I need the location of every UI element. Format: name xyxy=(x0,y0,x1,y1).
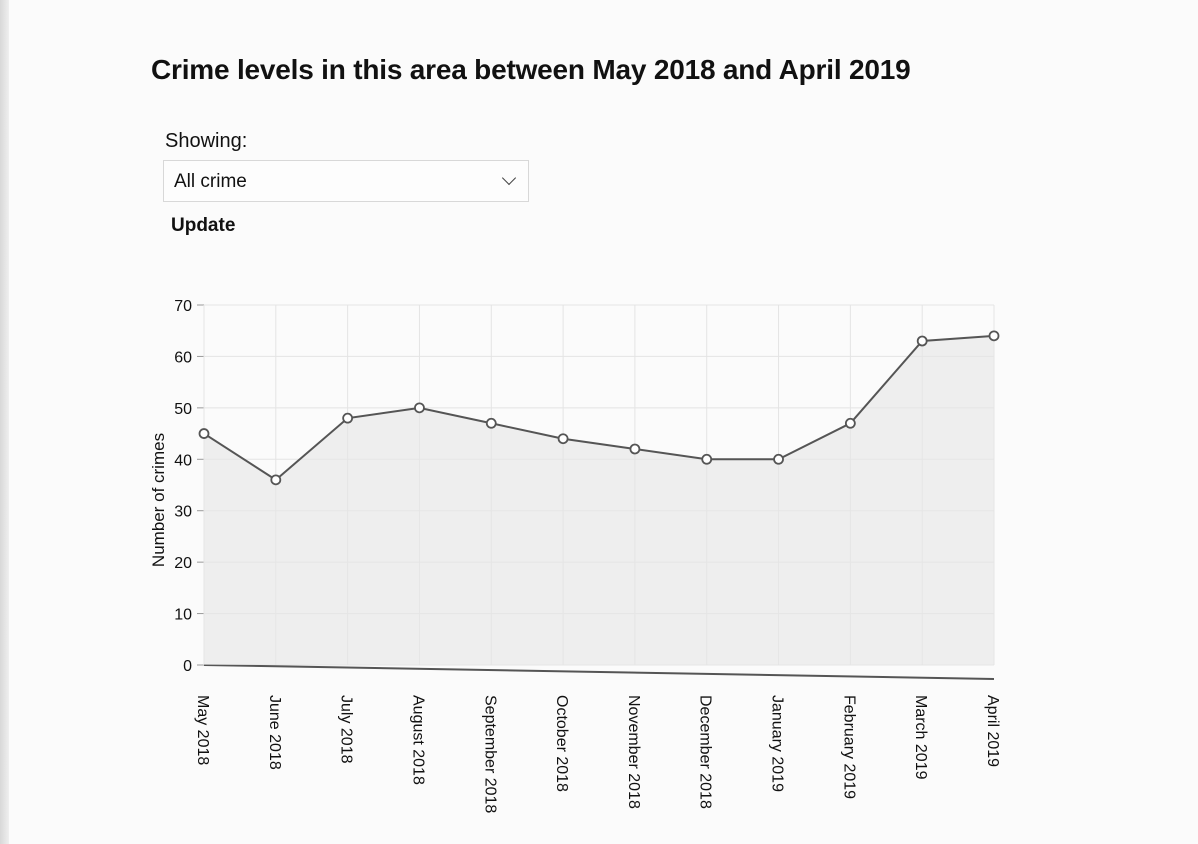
page-edge xyxy=(0,0,9,844)
crime-type-select[interactable]: All crime xyxy=(163,160,529,202)
data-point xyxy=(701,453,713,465)
x-tick-label: February 2019 xyxy=(840,695,857,799)
showing-label: Showing: xyxy=(165,130,248,152)
data-point xyxy=(557,433,569,445)
y-tick-label: 0 xyxy=(183,658,192,675)
data-point xyxy=(629,443,641,455)
data-point xyxy=(916,335,928,347)
page-title: Crime levels in this area between May 20… xyxy=(151,54,911,85)
y-tick-label: 20 xyxy=(174,555,192,572)
data-point xyxy=(844,417,856,429)
x-tick-label: March 2019 xyxy=(912,695,929,780)
data-point xyxy=(198,428,210,439)
y-tick-label: 40 xyxy=(174,452,192,469)
data-point xyxy=(485,417,497,429)
chart-series-line xyxy=(203,334,995,482)
y-axis-label: Number of crimes xyxy=(149,433,168,567)
series-line xyxy=(203,334,995,482)
x-tick-label: January 2019 xyxy=(769,695,786,792)
data-point xyxy=(342,412,354,424)
y-axis-ticks: 0 10 20 30 40 50 60 70 xyxy=(174,298,192,675)
chart-area-fill xyxy=(204,335,994,665)
x-tick-label: August 2018 xyxy=(409,695,426,785)
x-tick-label: July 2018 xyxy=(338,695,355,764)
x-tick-label: May 2018 xyxy=(194,695,211,765)
update-button[interactable]: Update xyxy=(171,215,236,236)
x-axis-ticks: May 2018 June 2018 July 2018 August 2018 Sep… xyxy=(194,695,1001,813)
x-tick-label: November 2018 xyxy=(625,695,642,809)
y-tick-label: 10 xyxy=(174,607,192,624)
x-tick-label: June 2018 xyxy=(266,695,283,770)
y-tick-label: 30 xyxy=(174,504,192,521)
data-point xyxy=(414,402,425,414)
data-point xyxy=(988,330,1000,342)
x-tick-label: September 2018 xyxy=(481,695,498,813)
crime-type-selected-value: All crime xyxy=(174,171,247,192)
y-tick-label: 70 xyxy=(174,298,192,315)
x-tick-label: October 2018 xyxy=(553,695,570,792)
x-tick-label: April 2019 xyxy=(984,695,1001,767)
y-tick-label: 50 xyxy=(174,401,192,418)
y-tick-label: 60 xyxy=(174,349,192,366)
x-tick-label: December 2018 xyxy=(697,695,714,809)
series-area xyxy=(204,335,994,665)
x-axis-line xyxy=(203,664,995,680)
data-point xyxy=(773,453,784,465)
chart-points xyxy=(198,330,1000,486)
data-point xyxy=(270,474,282,486)
